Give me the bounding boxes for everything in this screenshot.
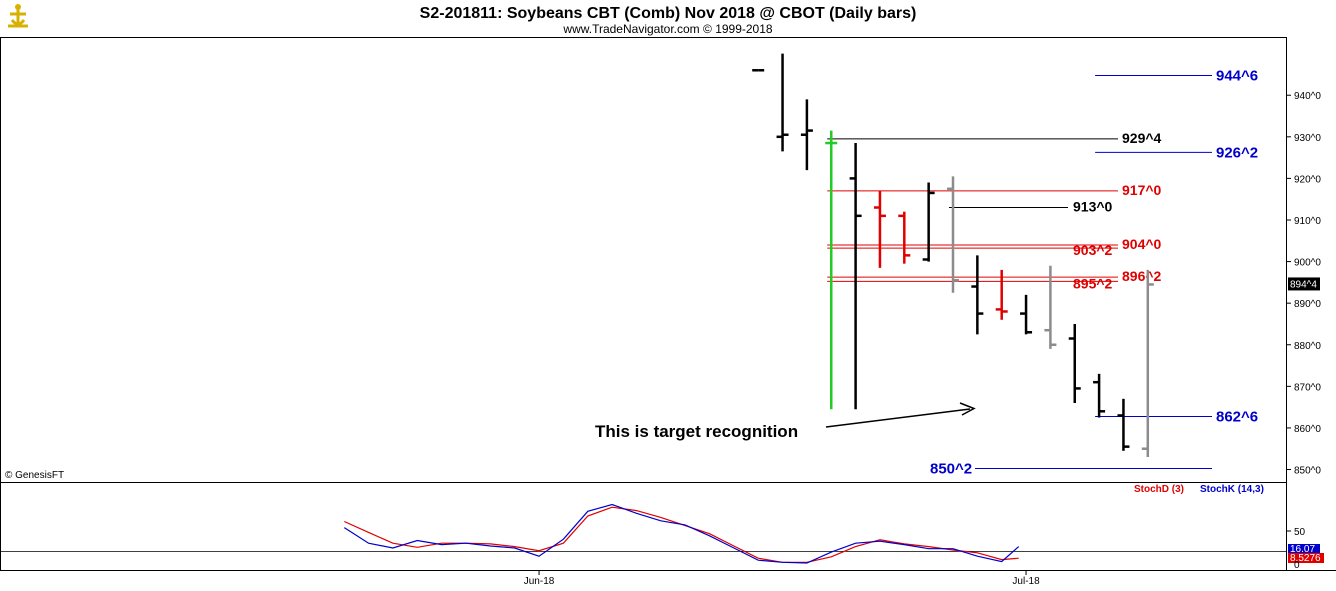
indicator-legend: StochD (3) StochK (14,3) — [1134, 484, 1264, 495]
annotation-arrow — [825, 402, 976, 428]
price-axis: 850^0 860^0 870^0 880^0 890^0 900^0 910^0 920^0… — [1286, 91, 1321, 477]
stochk-series-line — [343, 503, 1020, 564]
price-bar — [1093, 373, 1106, 418]
price-bar — [1117, 398, 1130, 451]
date-tick-label: Jul-18 — [1012, 576, 1040, 587]
indicator-readouts: 16.07 8.5276 — [1288, 544, 1324, 564]
price-panel-frame — [0, 37, 1287, 483]
level-label: 895^2 — [1073, 275, 1113, 291]
indicator-zero-tick: 0 — [1294, 560, 1300, 571]
indicator-tick-label: 50 — [1294, 527, 1306, 538]
indicator-panel-frame — [0, 482, 1287, 571]
last-price-badge: 894^4 — [1288, 277, 1320, 291]
price-bar — [776, 53, 789, 152]
price-tick-label: 930^0 — [1294, 133, 1321, 144]
level-label: 904^0 — [1122, 236, 1162, 252]
price-tick-label: 900^0 — [1294, 258, 1321, 269]
date-axis: Jun-18 Jul-18 — [524, 570, 1040, 587]
price-bar — [1044, 265, 1057, 349]
annotation-text: This is target recognition — [595, 422, 798, 441]
level-lines: 944^6 929^4 926^2 917^0 913^0 904^0 903^2 896^2… — [827, 67, 1258, 477]
indicator-axis: 50 — [1286, 527, 1306, 538]
chart-title: S2-201811: Soybeans CBT (Comb) Nov 2018 … — [420, 5, 917, 22]
level-label: 896^2 — [1122, 268, 1162, 284]
level-label: 913^0 — [1073, 199, 1113, 215]
level-label: 929^4 — [1122, 130, 1162, 146]
price-bar — [995, 269, 1008, 320]
price-tick-label: 860^0 — [1294, 424, 1321, 435]
copyright-text: © GenesisFT — [5, 470, 64, 481]
price-bar — [971, 255, 984, 335]
level-label: 926^2 — [1216, 144, 1258, 161]
level-label: 862^6 — [1216, 408, 1258, 425]
price-bar — [1068, 323, 1081, 403]
level-label: 944^6 — [1216, 67, 1258, 84]
stochk-readout: 16.07 — [1290, 544, 1315, 555]
stochd-series-line — [344, 506, 1019, 563]
price-tick-label: 940^0 — [1294, 91, 1321, 102]
price-bar — [800, 99, 813, 171]
logo-icon — [4, 4, 32, 32]
chart-subtitle: www.TradeNavigator.com © 1999-2018 — [562, 22, 772, 36]
price-bar — [947, 176, 959, 293]
price-bar — [873, 190, 886, 268]
last-price-label: 894^4 — [1290, 279, 1317, 290]
price-tick-label: 850^0 — [1294, 466, 1321, 477]
price-bar — [1020, 294, 1033, 335]
legend-stochk: StochK (14,3) — [1200, 484, 1264, 495]
price-tick-label: 880^0 — [1294, 341, 1321, 352]
price-bar — [1141, 269, 1154, 458]
svg-text:0: 0 — [1294, 560, 1300, 571]
price-tick-label: 920^0 — [1294, 174, 1321, 185]
stochd-readout: 8.5276 — [1290, 553, 1321, 564]
price-bars — [752, 53, 1154, 458]
legend-stochd: StochD (3) — [1134, 484, 1184, 495]
price-bar — [898, 211, 911, 264]
level-label: 850^2 — [930, 460, 972, 477]
price-tick-label: 870^0 — [1294, 382, 1321, 393]
date-tick-label: Jun-18 — [524, 576, 555, 587]
level-label: 917^0 — [1122, 182, 1162, 198]
price-bar — [922, 182, 935, 262]
price-bar — [825, 130, 838, 410]
price-tick-label: 890^0 — [1294, 299, 1321, 310]
level-label: 903^2 — [1073, 242, 1113, 258]
price-bar — [849, 143, 862, 410]
price-tick-label: 910^0 — [1294, 216, 1321, 227]
